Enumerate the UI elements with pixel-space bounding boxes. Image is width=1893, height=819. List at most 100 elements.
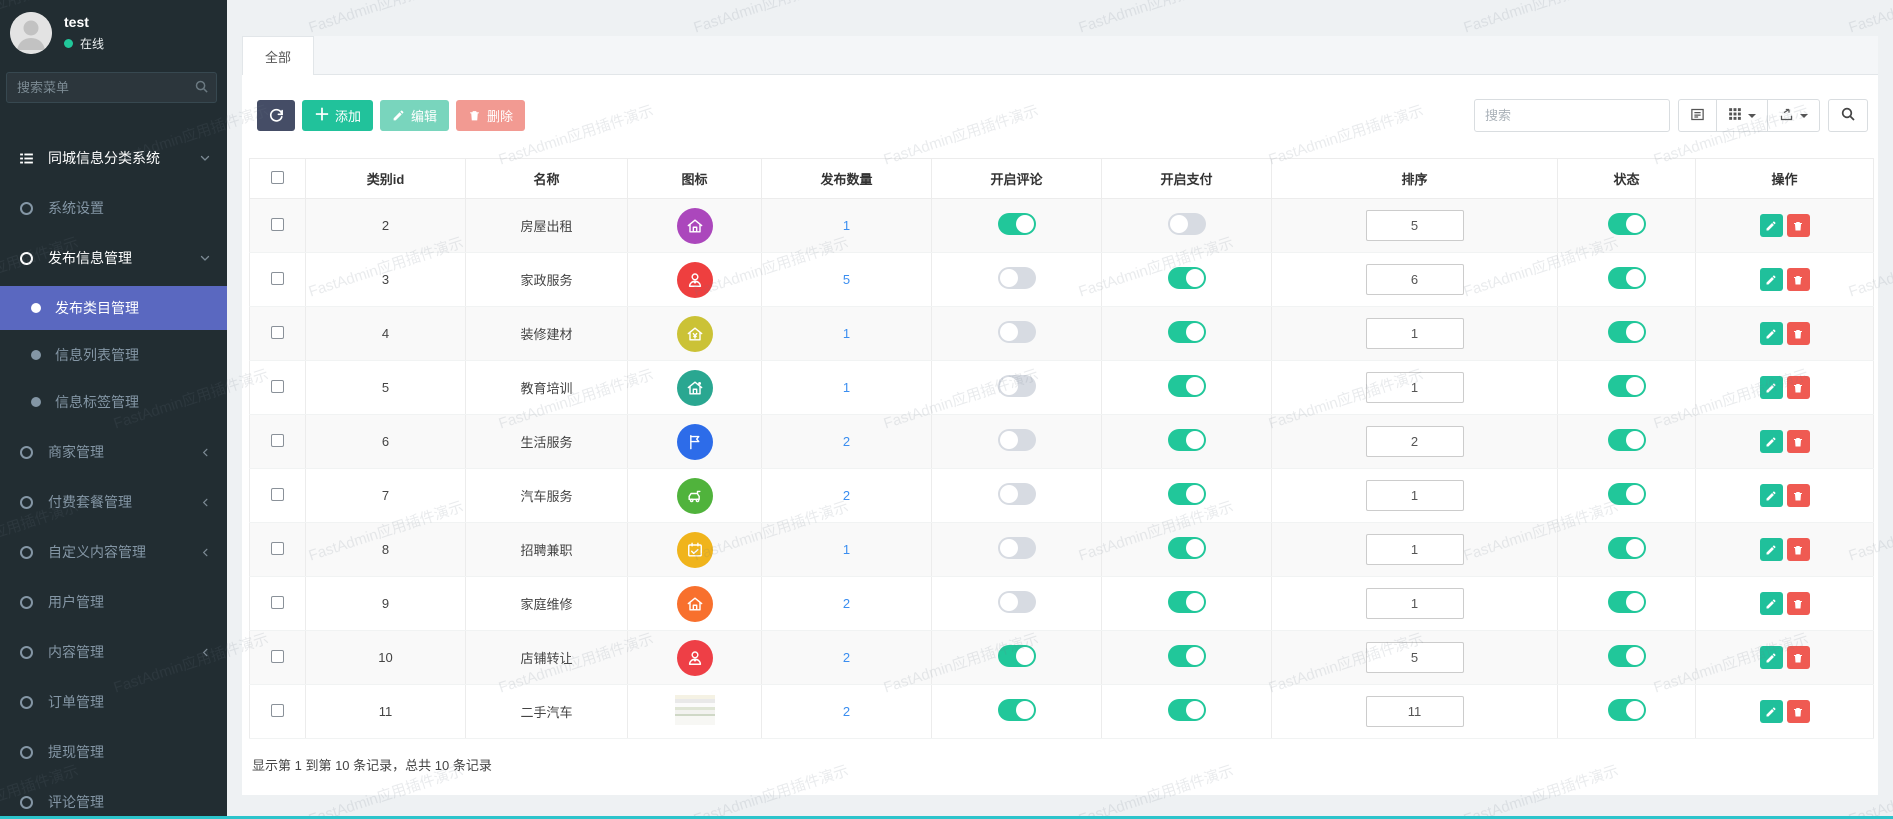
export-button[interactable] bbox=[1768, 99, 1820, 132]
row-delete-button[interactable] bbox=[1786, 592, 1810, 615]
publish-count-link[interactable]: 1 bbox=[842, 380, 851, 395]
row-checkbox[interactable] bbox=[271, 379, 284, 393]
comment-toggle[interactable] bbox=[997, 267, 1036, 289]
comment-toggle[interactable] bbox=[997, 591, 1036, 613]
sidebar-item-11[interactable]: 订单管理 bbox=[0, 677, 227, 727]
comment-toggle[interactable] bbox=[997, 429, 1036, 451]
refresh-button[interactable] bbox=[257, 100, 295, 131]
status-toggle[interactable] bbox=[1607, 591, 1646, 613]
row-delete-button[interactable] bbox=[1786, 214, 1810, 237]
pay-toggle[interactable] bbox=[1167, 213, 1206, 235]
comment-toggle[interactable] bbox=[997, 321, 1036, 343]
row-checkbox[interactable] bbox=[271, 433, 284, 447]
status-toggle[interactable] bbox=[1607, 699, 1646, 721]
sidebar-item-3[interactable]: 发布类目管理 bbox=[0, 286, 227, 330]
publish-count-link[interactable]: 1 bbox=[842, 326, 851, 341]
pay-toggle[interactable] bbox=[1167, 321, 1206, 343]
publish-count-link[interactable]: 2 bbox=[842, 704, 851, 719]
publish-count-link[interactable]: 2 bbox=[842, 596, 851, 611]
status-toggle[interactable] bbox=[1607, 267, 1646, 289]
sidebar-item-8[interactable]: 自定义内容管理 bbox=[0, 527, 227, 577]
row-delete-button[interactable] bbox=[1786, 484, 1810, 507]
comment-toggle[interactable] bbox=[997, 645, 1036, 667]
detail-view-button[interactable] bbox=[1678, 99, 1717, 132]
search-toggle-button[interactable] bbox=[1828, 99, 1868, 132]
pay-toggle[interactable] bbox=[1167, 483, 1206, 505]
row-checkbox[interactable] bbox=[271, 649, 284, 663]
status-toggle[interactable] bbox=[1607, 483, 1646, 505]
pay-toggle[interactable] bbox=[1167, 699, 1206, 721]
sort-input[interactable] bbox=[1365, 426, 1464, 457]
row-edit-button[interactable] bbox=[1759, 700, 1783, 723]
comment-toggle[interactable] bbox=[997, 537, 1036, 559]
publish-count-link[interactable]: 1 bbox=[842, 218, 851, 233]
status-toggle[interactable] bbox=[1607, 213, 1646, 235]
row-delete-button[interactable] bbox=[1786, 538, 1810, 561]
sort-input[interactable] bbox=[1365, 210, 1464, 241]
row-edit-button[interactable] bbox=[1759, 376, 1783, 399]
pay-toggle[interactable] bbox=[1167, 267, 1206, 289]
row-edit-button[interactable] bbox=[1759, 430, 1783, 453]
columns-button[interactable] bbox=[1717, 99, 1768, 132]
sidebar-item-0[interactable]: 同城信息分类系统 bbox=[0, 133, 227, 183]
sort-input[interactable] bbox=[1365, 588, 1464, 619]
delete-button[interactable]: 删除 bbox=[456, 100, 526, 131]
sort-input[interactable] bbox=[1365, 696, 1464, 727]
sidebar-item-10[interactable]: 内容管理 bbox=[0, 627, 227, 677]
row-edit-button[interactable] bbox=[1759, 268, 1783, 291]
comment-toggle[interactable] bbox=[997, 213, 1036, 235]
row-delete-button[interactable] bbox=[1786, 646, 1810, 669]
row-checkbox[interactable] bbox=[271, 271, 284, 285]
sidebar-item-7[interactable]: 付费套餐管理 bbox=[0, 477, 227, 527]
sort-input[interactable] bbox=[1365, 372, 1464, 403]
edit-button[interactable]: 编辑 bbox=[380, 100, 450, 131]
row-delete-button[interactable] bbox=[1786, 430, 1810, 453]
publish-count-link[interactable]: 1 bbox=[842, 542, 851, 557]
row-checkbox[interactable] bbox=[271, 487, 284, 501]
pay-toggle[interactable] bbox=[1167, 645, 1206, 667]
row-checkbox[interactable] bbox=[271, 595, 284, 609]
row-delete-button[interactable] bbox=[1786, 700, 1810, 723]
pay-toggle[interactable] bbox=[1167, 537, 1206, 559]
row-checkbox[interactable] bbox=[271, 325, 284, 339]
pay-toggle[interactable] bbox=[1167, 375, 1206, 397]
sort-input[interactable] bbox=[1365, 642, 1464, 673]
tab-all[interactable]: 全部 bbox=[242, 36, 315, 75]
status-toggle[interactable] bbox=[1607, 645, 1646, 667]
sidebar-item-13[interactable]: 评论管理 bbox=[0, 777, 227, 819]
publish-count-link[interactable]: 2 bbox=[842, 650, 851, 665]
row-checkbox[interactable] bbox=[271, 541, 284, 555]
comment-toggle[interactable] bbox=[997, 699, 1036, 721]
add-button[interactable]: ＋ 添加 bbox=[302, 100, 374, 131]
row-edit-button[interactable] bbox=[1759, 322, 1783, 345]
status-toggle[interactable] bbox=[1607, 375, 1646, 397]
sort-input[interactable] bbox=[1365, 534, 1464, 565]
status-toggle[interactable] bbox=[1607, 429, 1646, 451]
sidebar-item-6[interactable]: 商家管理 bbox=[0, 427, 227, 477]
select-all-checkbox[interactable] bbox=[271, 170, 284, 184]
publish-count-link[interactable]: 2 bbox=[842, 488, 851, 503]
row-edit-button[interactable] bbox=[1759, 592, 1783, 615]
row-checkbox[interactable] bbox=[271, 217, 284, 231]
row-delete-button[interactable] bbox=[1786, 322, 1810, 345]
table-search-input[interactable] bbox=[1474, 99, 1670, 132]
status-toggle[interactable] bbox=[1607, 321, 1646, 343]
sidebar-item-9[interactable]: 用户管理 bbox=[0, 577, 227, 627]
publish-count-link[interactable]: 5 bbox=[842, 272, 851, 287]
comment-toggle[interactable] bbox=[997, 375, 1036, 397]
sidebar-search-input[interactable] bbox=[6, 72, 217, 103]
sidebar-item-12[interactable]: 提现管理 bbox=[0, 727, 227, 777]
publish-count-link[interactable]: 2 bbox=[842, 434, 851, 449]
row-edit-button[interactable] bbox=[1759, 214, 1783, 237]
pay-toggle[interactable] bbox=[1167, 429, 1206, 451]
sidebar-item-1[interactable]: 系统设置 bbox=[0, 183, 227, 233]
comment-toggle[interactable] bbox=[997, 483, 1036, 505]
sidebar-item-5[interactable]: 信息标签管理 bbox=[0, 380, 227, 424]
row-edit-button[interactable] bbox=[1759, 538, 1783, 561]
sort-input[interactable] bbox=[1365, 480, 1464, 511]
row-checkbox[interactable] bbox=[271, 703, 284, 717]
pay-toggle[interactable] bbox=[1167, 591, 1206, 613]
row-edit-button[interactable] bbox=[1759, 484, 1783, 507]
sidebar-item-4[interactable]: 信息列表管理 bbox=[0, 333, 227, 377]
row-delete-button[interactable] bbox=[1786, 376, 1810, 399]
